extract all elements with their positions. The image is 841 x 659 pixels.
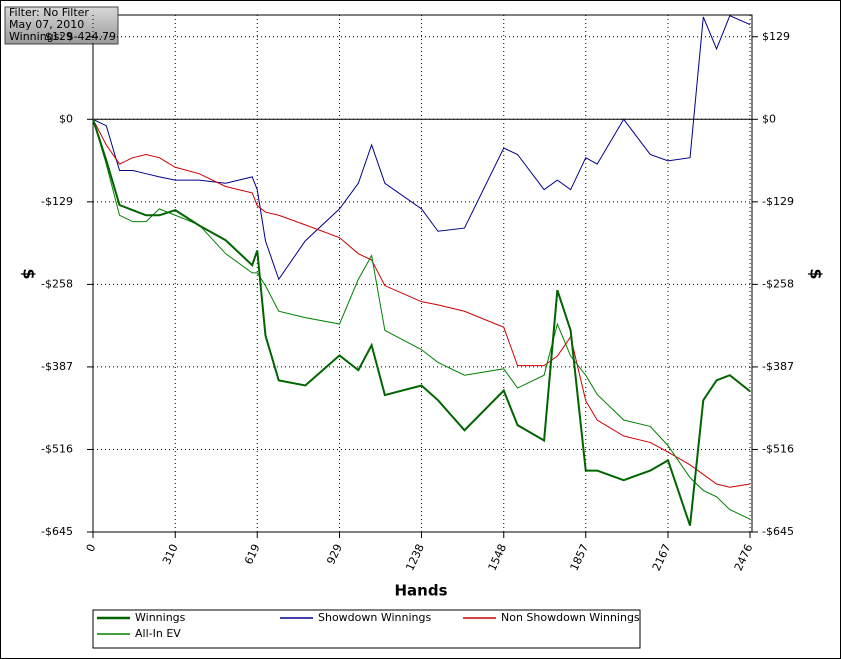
y2-tick-label: -$516 (762, 442, 794, 455)
y2-tick-label: $0 (762, 112, 776, 125)
y-tick-label: -$516 (41, 442, 73, 455)
legend-label: Showdown Winnings (318, 611, 432, 624)
x-axis-label: Hands (394, 582, 447, 600)
series-line (92, 118, 751, 526)
series-line (92, 119, 751, 488)
legend-label: All-In EV (135, 627, 181, 640)
x-tick-label: 0 (84, 542, 99, 554)
legend-label: Winnings (135, 611, 186, 624)
info-box (4, 6, 119, 45)
y-tick-label: -$645 (41, 525, 73, 538)
y2-tick-label: $129 (762, 30, 790, 43)
y2-tick-label: -$129 (762, 195, 794, 208)
y2-axis-label: $ (807, 268, 826, 279)
y-axis-label: $ (20, 268, 39, 279)
y2-tick-label: -$387 (762, 360, 794, 373)
series-line (92, 119, 751, 520)
y2-tick-label: -$258 (762, 277, 794, 290)
info-filter: Filter: No Filter (9, 6, 89, 19)
y-tick-label: $0 (59, 112, 73, 125)
legend (92, 609, 641, 649)
plot-area (92, 14, 753, 533)
y-tick-label: -$129 (41, 195, 73, 208)
legend-label: Non Showdown Winnings (501, 611, 640, 624)
y-tick-label: $129 (45, 30, 73, 43)
y-tick-label: -$387 (41, 360, 73, 373)
info-winnings: Winnings: $-424.79 (9, 30, 116, 43)
y-tick-label: -$258 (41, 277, 73, 290)
series-line (92, 14, 751, 281)
y2-tick-label: -$645 (762, 525, 794, 538)
info-date: May 07, 2010 (9, 18, 84, 31)
